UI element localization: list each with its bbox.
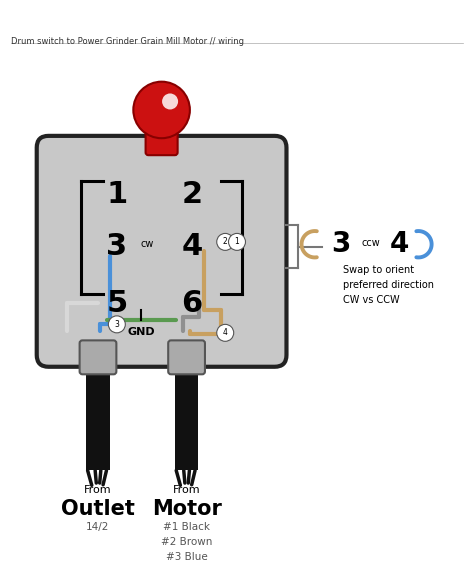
Circle shape (217, 324, 234, 341)
Text: 3: 3 (114, 320, 119, 329)
Text: 4: 4 (223, 328, 228, 337)
Text: Swap to orient
preferred direction
CW vs CCW: Swap to orient preferred direction CW vs… (343, 265, 434, 305)
FancyBboxPatch shape (168, 341, 205, 374)
Text: 2: 2 (182, 180, 203, 209)
Text: #1 Black
#2 Brown
#3 Blue
#4 Gray: #1 Black #2 Brown #3 Blue #4 Gray (161, 522, 212, 563)
Text: Motor: Motor (152, 499, 221, 519)
Circle shape (162, 93, 178, 109)
Text: 3: 3 (106, 232, 128, 261)
Text: 1: 1 (106, 180, 128, 209)
Text: From: From (173, 485, 201, 494)
Text: 4: 4 (390, 230, 410, 258)
Text: 2: 2 (223, 238, 228, 247)
FancyBboxPatch shape (86, 367, 110, 471)
FancyBboxPatch shape (146, 114, 178, 155)
Text: 5: 5 (106, 289, 128, 318)
Text: From: From (84, 485, 112, 494)
Circle shape (133, 82, 190, 138)
Text: ccw: ccw (362, 238, 381, 248)
FancyBboxPatch shape (175, 367, 198, 471)
Text: GND: GND (128, 327, 155, 337)
Text: Outlet: Outlet (61, 499, 135, 519)
Text: cw: cw (141, 239, 154, 249)
FancyBboxPatch shape (36, 136, 286, 367)
Text: 14/2: 14/2 (86, 522, 109, 532)
Text: 3: 3 (331, 230, 351, 258)
Text: 6: 6 (182, 289, 203, 318)
Text: Drum switch to Power Grinder Grain Mill Motor // wiring: Drum switch to Power Grinder Grain Mill … (11, 37, 244, 46)
Circle shape (228, 234, 246, 251)
Circle shape (109, 316, 125, 333)
Text: 1: 1 (235, 238, 239, 247)
Circle shape (217, 234, 234, 251)
Text: 4: 4 (182, 232, 203, 261)
FancyBboxPatch shape (80, 341, 117, 374)
